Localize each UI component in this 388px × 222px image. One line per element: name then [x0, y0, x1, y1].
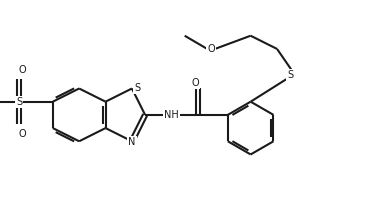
Text: O: O	[207, 44, 215, 54]
Text: O: O	[19, 65, 26, 75]
Text: N: N	[128, 137, 136, 147]
Text: S: S	[16, 97, 23, 107]
Text: NH: NH	[164, 110, 179, 120]
Text: O: O	[19, 129, 26, 139]
Text: S: S	[287, 70, 293, 80]
Text: S: S	[134, 83, 140, 93]
Text: O: O	[192, 78, 199, 88]
